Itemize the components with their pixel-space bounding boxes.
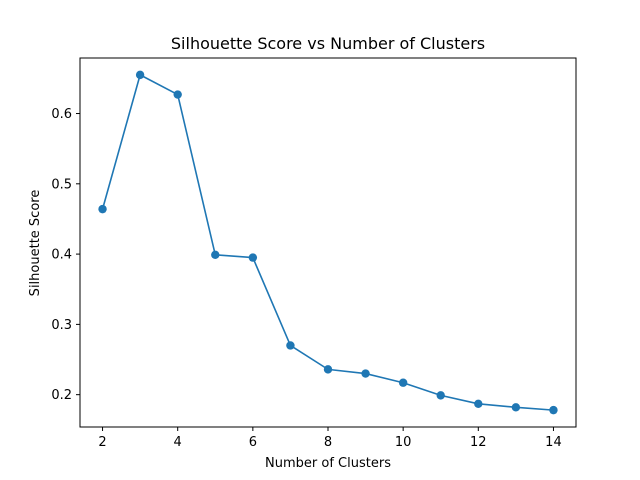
chart-title: Silhouette Score vs Number of Clusters [171,34,485,53]
y-axis: 0.2 0.3 0.4 0.5 0.6 [51,107,80,403]
data-point [286,341,295,350]
x-tick-label: 12 [470,435,487,450]
data-point [398,378,408,387]
y-tick-label: 0.6 [51,107,72,122]
data-point [474,399,483,409]
x-tick-label: 10 [395,435,412,450]
data-point [135,70,145,80]
x-tick-label: 2 [98,435,106,450]
x-tick-label: 14 [545,435,562,450]
data-point [98,204,107,214]
data-point [211,250,220,259]
data-point [361,369,370,378]
x-tick-label: 6 [249,435,257,450]
x-axis: 2 4 6 8 10 12 14 [98,427,562,450]
y-tick-label: 0.5 [51,177,72,192]
data-point [549,405,558,415]
y-tick-label: 0.3 [51,318,72,333]
data-point [248,253,258,262]
data-point [511,403,521,412]
plot-area [98,70,558,415]
data-point [323,365,333,374]
x-tick-label: 4 [174,435,182,450]
series-line [101,74,554,411]
data-point [173,90,182,99]
y-tick-label: 0.2 [51,388,72,403]
x-tick-label: 8 [324,435,332,450]
x-axis-label: Number of Clusters [265,456,391,471]
data-point [436,391,445,400]
y-tick-label: 0.4 [51,248,72,263]
y-axis-label: Silhouette Score [28,190,43,297]
